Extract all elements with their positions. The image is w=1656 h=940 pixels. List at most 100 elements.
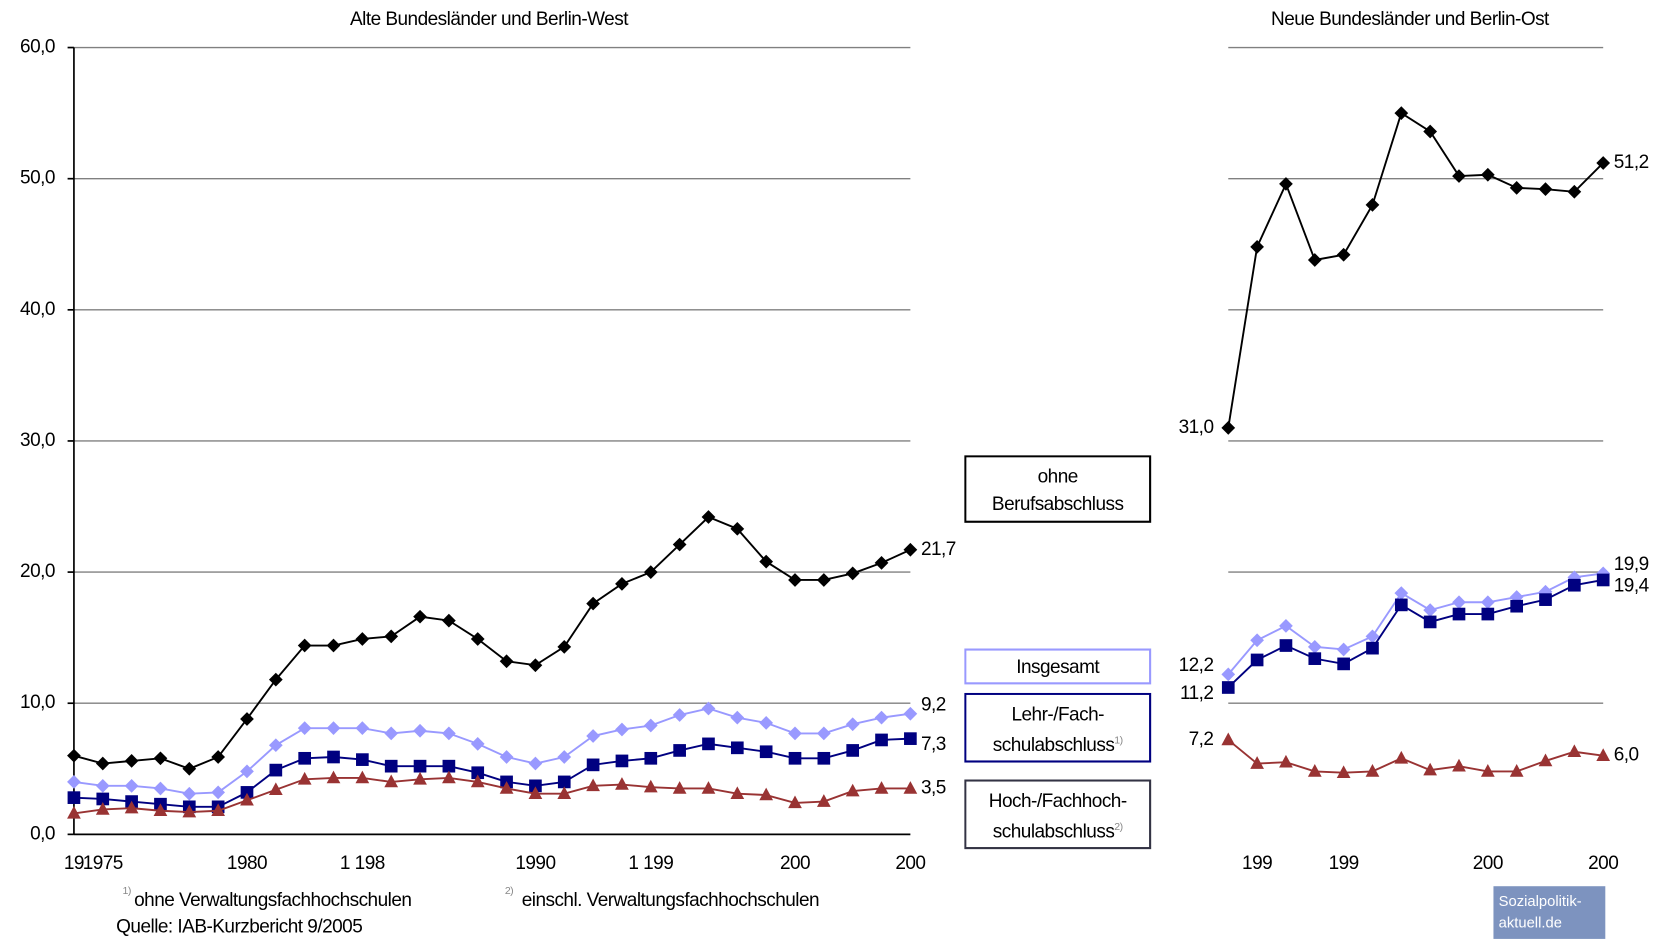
marker: [1452, 169, 1466, 183]
marker: [702, 737, 715, 751]
marker: [1538, 182, 1553, 197]
marker: [1365, 629, 1380, 644]
marker: [326, 770, 341, 784]
marker: [1481, 607, 1495, 621]
marker: [846, 744, 860, 757]
marker: [904, 732, 917, 745]
marker: [240, 764, 254, 779]
marker: [1423, 762, 1438, 776]
marker: [124, 800, 139, 814]
marker: [297, 638, 312, 653]
marker: [355, 632, 370, 646]
marker: [845, 566, 860, 581]
marker: [1307, 253, 1322, 267]
x-tick-label: 199: [1242, 853, 1272, 874]
marker: [615, 754, 629, 768]
series-line: [73, 707, 911, 795]
marker: [529, 779, 542, 793]
x-tick-label: 200: [895, 853, 925, 874]
marker: [442, 759, 456, 773]
marker: [470, 774, 485, 788]
marker: [326, 721, 341, 736]
marker: [817, 751, 831, 765]
marker: [1279, 754, 1293, 768]
series-line: [73, 777, 911, 815]
logo: Sozialpolitik- aktuell.de: [1493, 886, 1606, 939]
marker: [1509, 764, 1524, 777]
marker: [586, 758, 600, 772]
marker: [1250, 653, 1264, 667]
marker: [874, 556, 889, 570]
marker: [1452, 607, 1466, 621]
x-tick-label: 1975: [83, 853, 123, 874]
marker: [1221, 732, 1236, 746]
x-tick-label: 1980: [227, 853, 267, 874]
marker: [672, 708, 687, 722]
legend-note: 2): [1114, 821, 1123, 834]
marker: [240, 712, 254, 726]
marker: [1480, 764, 1495, 777]
marker: [1336, 642, 1351, 657]
marker: [182, 804, 197, 818]
marker: [1568, 578, 1581, 592]
series-line: [1227, 111, 1604, 428]
marker: [67, 775, 81, 789]
y-tick-label: 30,0: [20, 430, 55, 451]
marker: [1394, 586, 1409, 600]
marker: [1596, 748, 1611, 761]
marker: [557, 786, 572, 799]
marker: [1394, 598, 1408, 612]
logo-box: Sozialpolitik- aktuell.de: [1493, 886, 1606, 939]
marker: [528, 658, 543, 673]
marker: [1538, 753, 1553, 767]
marker: [124, 754, 139, 768]
marker: [240, 792, 254, 806]
marker: [1394, 750, 1409, 764]
marker: [211, 803, 226, 817]
marker: [845, 717, 860, 732]
footnote-mark: 2): [505, 885, 513, 897]
marker: [153, 803, 168, 817]
marker: [903, 542, 918, 557]
marker: [413, 609, 427, 624]
legend-item: ohne Berufsabschluss: [964, 455, 1152, 523]
marker: [96, 792, 110, 806]
marker: [297, 771, 312, 785]
marker: [442, 726, 456, 741]
x-tick-label: 19: [64, 853, 84, 874]
marker: [1365, 764, 1380, 777]
marker: [384, 629, 399, 644]
marker: [413, 723, 427, 738]
marker: [615, 577, 629, 591]
marker: [672, 537, 687, 552]
marker: [788, 751, 802, 765]
marker: [528, 756, 543, 771]
marker: [586, 778, 600, 792]
legend-item: Insgesamt: [964, 648, 1152, 685]
marker: [1365, 198, 1380, 212]
marker: [124, 778, 139, 793]
marker: [1480, 167, 1495, 182]
series-line: [73, 737, 911, 808]
y-tick-label: 0,0: [30, 823, 55, 844]
legend-item: Hoch-/Fachhoch- schulabschluss2): [964, 779, 1152, 850]
marker: [643, 718, 658, 733]
marker: [759, 716, 774, 730]
chart-title: Neue Bundesländer und Berlin-Ost: [1271, 9, 1550, 30]
marker: [644, 751, 658, 765]
marker: [1452, 595, 1466, 610]
data-label: 51,2: [1614, 152, 1649, 173]
legend-label: Insgesamt: [1016, 655, 1100, 677]
legend-note: 1): [1114, 735, 1123, 747]
marker: [269, 763, 283, 777]
footnote-mark: 1): [123, 885, 131, 897]
marker: [1366, 641, 1379, 655]
marker: [211, 750, 226, 764]
marker: [95, 756, 110, 771]
data-label: 11,2: [1180, 683, 1213, 704]
marker: [355, 770, 370, 784]
marker: [759, 745, 773, 759]
marker: [1307, 639, 1322, 654]
marker: [1279, 639, 1293, 652]
